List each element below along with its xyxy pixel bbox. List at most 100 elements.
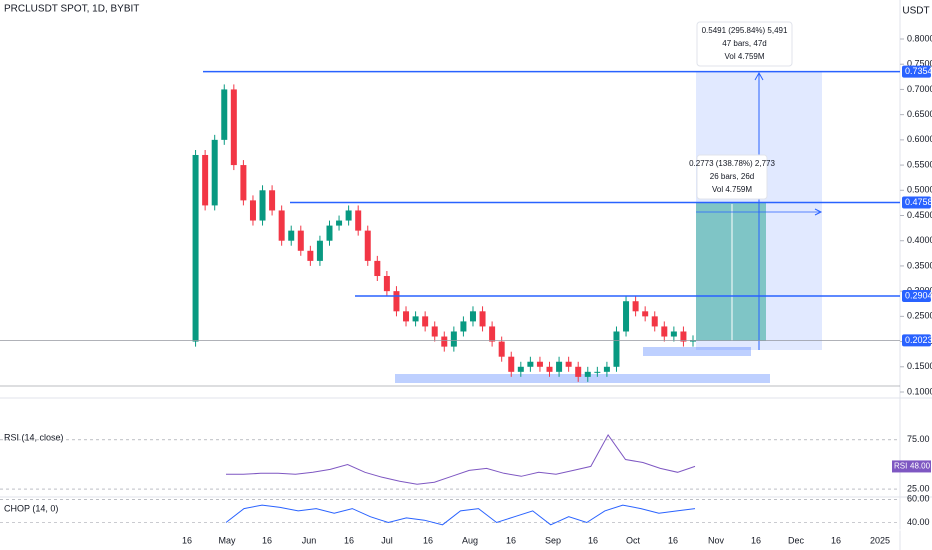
x-tick-label: May <box>218 535 236 545</box>
price-label: 0.7354 <box>905 66 932 76</box>
x-tick-label: Sep <box>545 535 561 545</box>
plot <box>192 84 696 382</box>
price-label-box <box>902 289 931 302</box>
rsi-title: RSI (14, close) <box>4 432 64 442</box>
x-tick-label: Jun <box>302 535 317 545</box>
candle <box>661 326 668 337</box>
candle <box>202 154 209 206</box>
rsi-name-box <box>892 460 908 473</box>
y-tick-label: 40.00 <box>907 517 930 527</box>
y-tick-label: 0.8000 <box>907 33 932 43</box>
candle <box>690 340 696 342</box>
chop-title: CHOP (14, 0) <box>4 503 58 513</box>
candle <box>594 371 601 373</box>
rsi-value: 48.00 <box>910 462 931 471</box>
candle <box>355 210 362 231</box>
candle <box>269 190 276 211</box>
annotation-box <box>696 154 768 200</box>
candle <box>632 301 639 312</box>
candle <box>584 371 591 377</box>
y-tick-label: 0.7000 <box>907 84 932 94</box>
rsi-line <box>226 433 696 485</box>
currency: USDT <box>902 6 929 17</box>
x-tick-label: 16 <box>588 535 598 545</box>
price-label-box <box>902 196 931 209</box>
rsi-value-box <box>908 460 931 473</box>
candle <box>412 316 419 322</box>
candle <box>556 361 563 372</box>
price-label: 0.2904 <box>905 290 932 300</box>
y-tick-label: 0.6500 <box>907 109 932 119</box>
x-tick-label: 16 <box>423 535 433 545</box>
candle <box>192 154 199 342</box>
candle <box>422 316 429 327</box>
y-tick-label: 0.1000 <box>907 386 932 396</box>
price-label-box <box>902 334 931 347</box>
candle <box>565 361 572 367</box>
candle <box>651 316 658 327</box>
y-tick-label: 0.5500 <box>907 159 932 169</box>
y-tick-label: 0.6000 <box>907 134 932 144</box>
candle <box>259 190 266 221</box>
y-tick-label: 0.4000 <box>907 235 932 245</box>
annotation-text: 0.2773 (138.78%) 2,773 <box>689 159 775 168</box>
x-tick-label: 16 <box>751 535 761 545</box>
annotation-box <box>696 21 793 67</box>
y-tick-label: 0.4500 <box>907 210 932 220</box>
x-tick-label: Aug <box>462 535 478 545</box>
zone <box>395 374 770 383</box>
arrow-head <box>754 71 764 81</box>
y-tick-label: 0.5000 <box>907 185 932 195</box>
x-tick-label: Oct <box>626 535 641 545</box>
candle <box>249 200 256 221</box>
candle <box>575 366 582 377</box>
candle <box>326 225 333 241</box>
candle <box>345 210 352 221</box>
candle <box>307 250 314 261</box>
price-label: 0.2023 <box>905 335 932 345</box>
annotation-text: 26 bars, 26d <box>710 172 754 181</box>
x-tick-label: 16 <box>344 535 354 545</box>
x-tick-label: 16 <box>262 535 272 545</box>
candle <box>680 331 687 342</box>
candle <box>623 301 630 332</box>
y-tick-label: 0.1500 <box>907 361 932 371</box>
candle <box>603 366 610 372</box>
candle <box>613 331 620 367</box>
x-tick-label: 16 <box>831 535 841 545</box>
y-tick-label: 0.7500 <box>907 59 932 69</box>
candle <box>297 230 304 251</box>
y-tick-label: 0.3500 <box>907 260 932 270</box>
candle <box>240 165 247 201</box>
candle <box>536 361 543 367</box>
candle <box>469 311 476 322</box>
arrow-head <box>814 208 823 216</box>
y-tick-label: 75.00 <box>907 434 930 444</box>
candle <box>498 341 505 357</box>
price-label-box <box>902 65 931 78</box>
candle <box>393 291 400 312</box>
x-tick-label: Dec <box>788 535 805 545</box>
candle <box>374 260 381 277</box>
x-tick-label: 16 <box>506 535 516 545</box>
candle <box>230 89 237 166</box>
candle <box>460 321 467 332</box>
rsi-name: RSI <box>894 462 907 471</box>
x-tick-label: Nov <box>708 535 725 545</box>
candle <box>221 89 228 140</box>
candle <box>546 366 553 372</box>
symbol-title: PRCLUSDT SPOT, 1D, BYBIT <box>4 4 139 15</box>
y-tick-label: 25.00 <box>907 483 930 493</box>
candle <box>508 356 515 372</box>
candle <box>288 230 295 241</box>
x-tick-label: 2025 <box>870 535 890 545</box>
candle <box>403 311 410 322</box>
candle <box>517 366 524 372</box>
candle <box>642 311 649 317</box>
annotation-text: 0.5491 (295.84%) 5,491 <box>702 26 788 35</box>
y-tick-label: 0.2500 <box>907 311 932 321</box>
candle <box>336 220 343 226</box>
candle <box>316 240 323 261</box>
